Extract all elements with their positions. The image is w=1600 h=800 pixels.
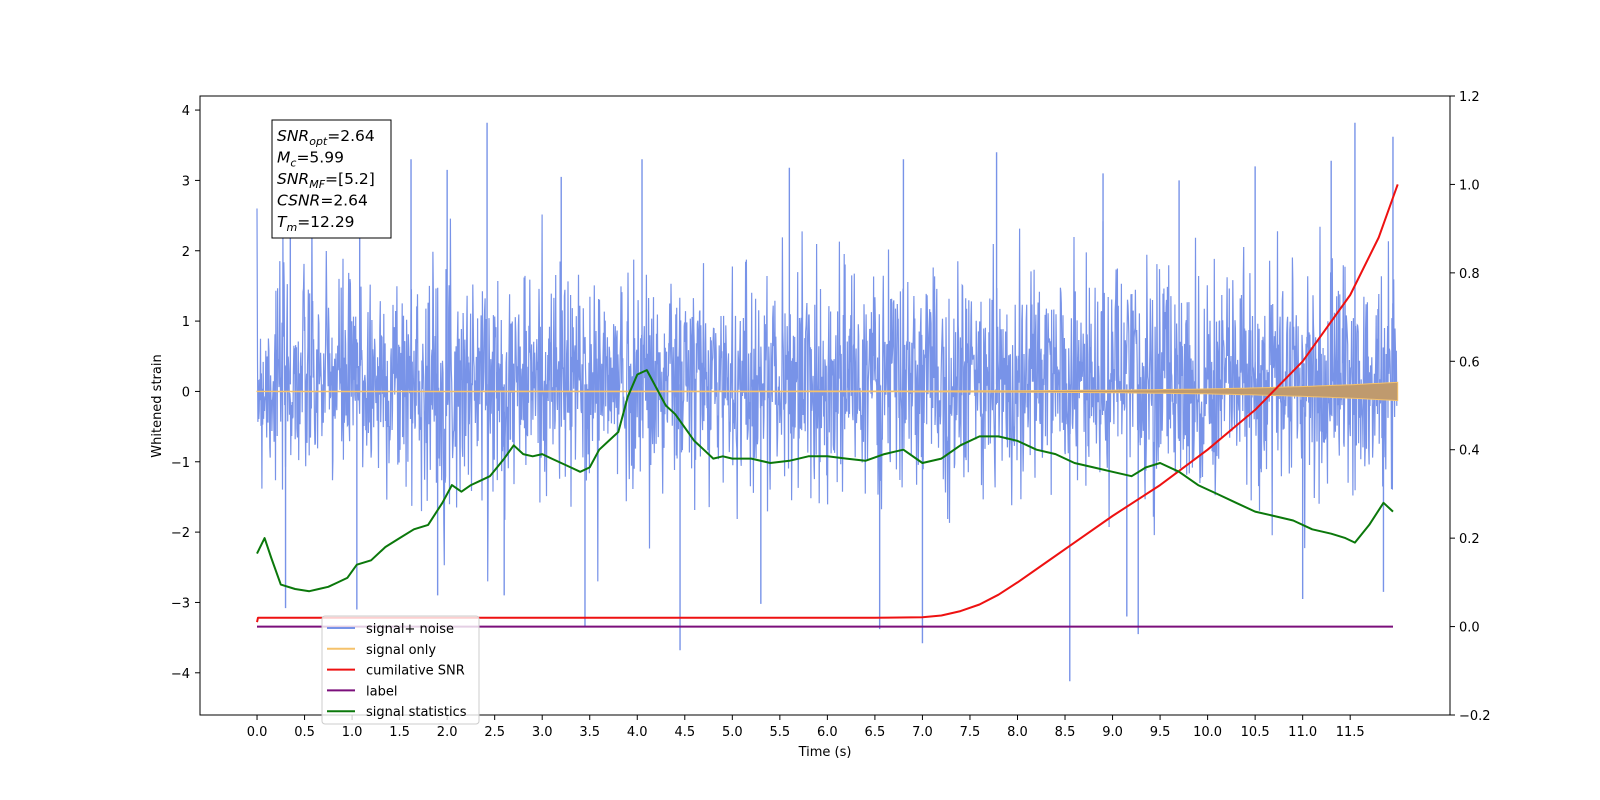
series-signal-only-line <box>256 381 1399 402</box>
x-tick-label: 4.5 <box>674 725 695 740</box>
x-tick-label: 3.0 <box>532 725 553 740</box>
axes-frame <box>199 95 1451 716</box>
legend-item-label: signal only <box>366 643 436 658</box>
annotation-line: CSNR=2.64 <box>277 192 368 210</box>
x-tick-label: 7.5 <box>960 725 981 740</box>
x-tick-label: 5.0 <box>722 725 743 740</box>
y-tick-label: −1 <box>171 456 190 471</box>
x-tick-label: 7.0 <box>912 725 933 740</box>
y-tick-label: 4 <box>182 104 190 119</box>
y-tick-label: −4 <box>171 667 190 682</box>
y2-tick-label: −0.2 <box>1459 709 1491 724</box>
legend-frame <box>321 615 480 725</box>
legend-item-label: signal+ noise <box>366 622 454 637</box>
y-tick-label: 1 <box>182 315 190 330</box>
y2-tick-label: 1.0 <box>1459 178 1480 193</box>
y2-tick-label: 1.2 <box>1459 90 1480 105</box>
annotation-frame <box>271 119 392 239</box>
x-tick-label: 9.0 <box>1102 725 1123 740</box>
y2-tick-label: 0.4 <box>1459 444 1480 459</box>
x-tick-label: 11.5 <box>1336 725 1365 740</box>
x-tick-label: 10.0 <box>1193 725 1222 740</box>
y-axis-left: 4 3 2 1 0 −1 −2 −3 −4 <box>171 104 200 682</box>
x-tick-label: 6.0 <box>817 725 838 740</box>
x-tick-label: 2.0 <box>437 725 458 740</box>
x-tick-label: 8.5 <box>1055 725 1076 740</box>
x-tick-label: 1.0 <box>342 725 363 740</box>
x-tick-label: 1.5 <box>389 725 410 740</box>
x-tick-label: 10.5 <box>1241 725 1270 740</box>
x-axis-label: Time (s) <box>798 745 852 760</box>
legend: signal+ noise signal only cumilative SNR la… <box>321 615 480 725</box>
annotation-line: Tm=12.29 <box>277 213 355 234</box>
annotation-line: Mc=5.99 <box>277 149 344 170</box>
x-tick-label: 2.5 <box>484 725 505 740</box>
legend-item-label: signal statistics <box>366 705 467 720</box>
y2-tick-label: 0.0 <box>1459 621 1480 636</box>
x-tick-label: 11.0 <box>1288 725 1317 740</box>
y2-tick-label: 0.8 <box>1459 267 1480 282</box>
y-tick-label: 0 <box>182 385 190 400</box>
y-tick-label: 2 <box>182 245 190 260</box>
y-tick-label: −2 <box>171 526 190 541</box>
y-tick-label: −3 <box>171 596 190 611</box>
legend-item-label: cumilative SNR <box>366 664 465 679</box>
series-cumulative-snr-line <box>256 184 1399 623</box>
x-tick-label: 0.5 <box>294 725 315 740</box>
legend-item-label: label <box>366 684 397 699</box>
x-tick-label: 6.5 <box>865 725 886 740</box>
annotation-line: SNRMF=[5.2] <box>277 170 375 191</box>
annotation-line: SNRopt=2.64 <box>277 127 375 148</box>
y-axis-label: Whitened strain <box>150 354 165 457</box>
y-axis-right: 1.2 1.0 0.8 0.6 0.4 0.2 0.0 −0.2 <box>1450 90 1491 724</box>
x-tick-label: 8.0 <box>1007 725 1028 740</box>
x-tick-label: 3.5 <box>579 725 600 740</box>
y2-tick-label: 0.6 <box>1459 355 1480 370</box>
x-tick-label: 4.0 <box>627 725 648 740</box>
plot-area <box>256 122 1399 682</box>
y-tick-label: 3 <box>182 174 190 189</box>
x-tick-label: 0.0 <box>247 725 268 740</box>
y2-tick-label: 0.2 <box>1459 532 1480 547</box>
series-signal-statistics-line <box>256 369 1394 593</box>
x-axis: 0.0 0.5 1.0 1.5 2.0 2.5 3.0 3.5 4.0 4.5 5.0 5.5 6.0 6… <box>247 715 1365 740</box>
x-tick-label: 5.5 <box>770 725 791 740</box>
x-tick-label: 9.5 <box>1150 725 1171 740</box>
